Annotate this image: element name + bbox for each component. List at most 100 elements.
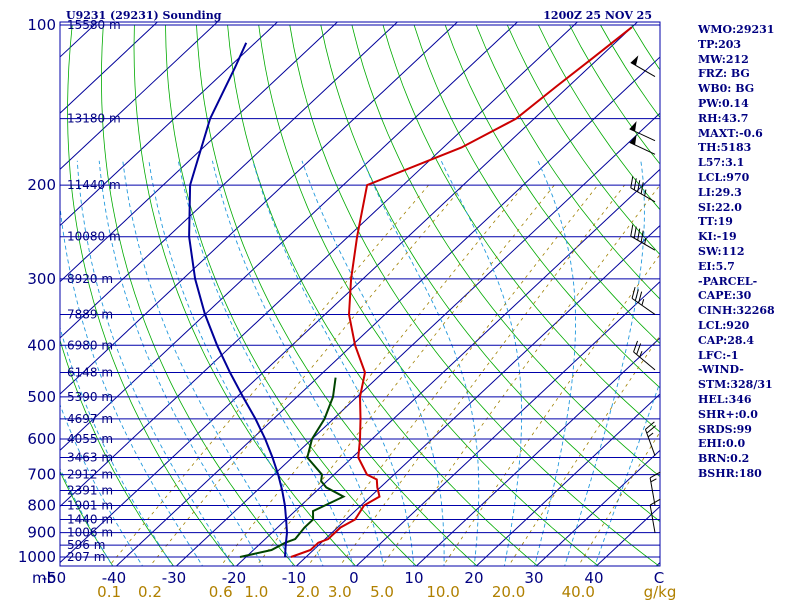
pressure-label: 900 xyxy=(27,524,56,542)
mixing-ratio-label: 3.0 xyxy=(328,583,352,600)
index-item: LI:29.3 xyxy=(698,185,742,199)
mixing-ratio-label: 2.0 xyxy=(296,583,320,600)
isotherm-line xyxy=(60,22,519,451)
temperature-tick-label: 0 xyxy=(349,569,359,587)
pressure-label: 300 xyxy=(27,270,56,288)
mixing-ratio-label: 40.0 xyxy=(562,583,595,600)
wind-barb-flag xyxy=(649,498,661,506)
isotherm-line xyxy=(175,112,660,566)
isotherm-line xyxy=(60,22,279,227)
dewpoint-line xyxy=(239,377,346,558)
index-item: -WIND- xyxy=(698,363,744,377)
height-label: 2912 m xyxy=(67,468,113,482)
mixing-ratio-line xyxy=(339,184,625,566)
wind-barb-half xyxy=(650,478,657,483)
pressure-unit-label: mb xyxy=(32,569,56,587)
isotherm-line xyxy=(415,337,660,566)
moist-adiabat xyxy=(76,160,234,566)
isotherm-line xyxy=(60,22,399,339)
wind-barb xyxy=(644,421,657,456)
wind-barb-flag xyxy=(649,471,661,479)
index-item: PW:0.14 xyxy=(698,96,749,110)
pressure-label: 400 xyxy=(27,336,56,354)
index-item: LCL:920 xyxy=(698,318,750,332)
mixing-ratio-line xyxy=(508,334,660,566)
index-panel: WMO:29231 TP:203 MW:212 FRZ: BG WB0: BG PW:0.… xyxy=(698,23,798,482)
wind-barb-flag xyxy=(646,425,657,434)
mixing-ratio-line xyxy=(442,253,660,566)
pressure-label: 100 xyxy=(27,16,56,34)
temperature-tick-label: -50 xyxy=(42,569,67,587)
wind-barb-flag xyxy=(645,421,655,430)
moist-adiabat xyxy=(362,160,480,566)
mixing-ratio-line xyxy=(220,184,525,566)
height-label: 6148 m xyxy=(67,366,113,380)
index-item: -PARCEL- xyxy=(698,274,758,288)
temperature-tick-label: 10 xyxy=(404,569,423,587)
dry-adiabat xyxy=(506,24,660,256)
wind-barb xyxy=(629,134,656,155)
index-item: EI:5.7 xyxy=(698,259,735,273)
dry-adiabat xyxy=(382,24,660,433)
pressure-label: 200 xyxy=(27,176,56,194)
index-item: TP:203 xyxy=(698,37,742,51)
temperature-tick-label: -40 xyxy=(102,569,127,587)
moist-adiabat xyxy=(252,160,415,566)
wind-barb-staff xyxy=(631,297,656,315)
wind-barb xyxy=(629,121,656,142)
index-item: SW:112 xyxy=(698,244,745,258)
temperature-line xyxy=(290,26,633,558)
wind-barb-half xyxy=(639,351,643,358)
wind-barbs xyxy=(629,55,661,533)
temperature-tick-label: -30 xyxy=(162,569,187,587)
height-label: 4055 m xyxy=(67,432,113,446)
mixing-ratio-label: 20.0 xyxy=(492,583,525,600)
index-item: CAPE:30 xyxy=(698,289,752,303)
index-item: SI:22.0 xyxy=(698,200,742,214)
wind-barb-pennant xyxy=(629,134,637,145)
wind-barb xyxy=(630,176,656,203)
dry-adiabat xyxy=(289,24,660,566)
moist-adiabat xyxy=(594,380,660,566)
height-label: 6980 m xyxy=(67,338,113,352)
moist-adiabat xyxy=(60,202,204,566)
dry-adiabat xyxy=(60,470,114,566)
isotherm-line xyxy=(115,56,660,566)
wind-barb-flag xyxy=(637,180,641,192)
dry-adiabat xyxy=(101,24,296,566)
temperature-unit-label: C xyxy=(654,569,664,587)
height-label: 10080 m xyxy=(67,230,121,244)
index-item: STM:328/31 xyxy=(698,378,773,392)
pressure-label: 500 xyxy=(27,388,56,406)
index-item: MAXT:-0.6 xyxy=(698,126,763,140)
height-label: 1006 m xyxy=(67,526,113,540)
pressure-label: 700 xyxy=(27,466,56,484)
mixing-ratio-label: 10.0 xyxy=(426,583,459,600)
height-label: 2391 m xyxy=(67,484,113,498)
height-label: 4697 m xyxy=(67,412,113,426)
wind-barb-half xyxy=(644,189,647,196)
dry-adiabat xyxy=(67,24,235,566)
height-label: 1901 m xyxy=(67,498,113,512)
wind-barb xyxy=(649,471,661,506)
dry-adiabat xyxy=(133,24,357,566)
dry-adiabat xyxy=(413,24,660,389)
index-item: HEL:346 xyxy=(698,392,752,406)
dry-adiabat xyxy=(475,24,660,300)
index-item: SHR+:0.0 xyxy=(698,407,758,421)
isotherm-line xyxy=(535,449,660,566)
mixing-ratio-line xyxy=(307,184,599,566)
wind-barb-flag xyxy=(636,343,642,355)
parcel-line xyxy=(188,42,289,558)
index-item: MW:212 xyxy=(698,52,749,66)
wind-barb-half xyxy=(641,299,645,306)
moist-adiabat xyxy=(301,160,445,566)
height-label: 15580 m xyxy=(67,18,121,32)
index-item: KI:-19 xyxy=(698,230,737,244)
wind-barb-flag xyxy=(640,182,644,194)
wind-barb-half xyxy=(644,237,647,245)
temperature-tick-label: -20 xyxy=(222,569,247,587)
wind-barb-staff xyxy=(630,235,656,251)
isotherm-line xyxy=(475,393,660,566)
